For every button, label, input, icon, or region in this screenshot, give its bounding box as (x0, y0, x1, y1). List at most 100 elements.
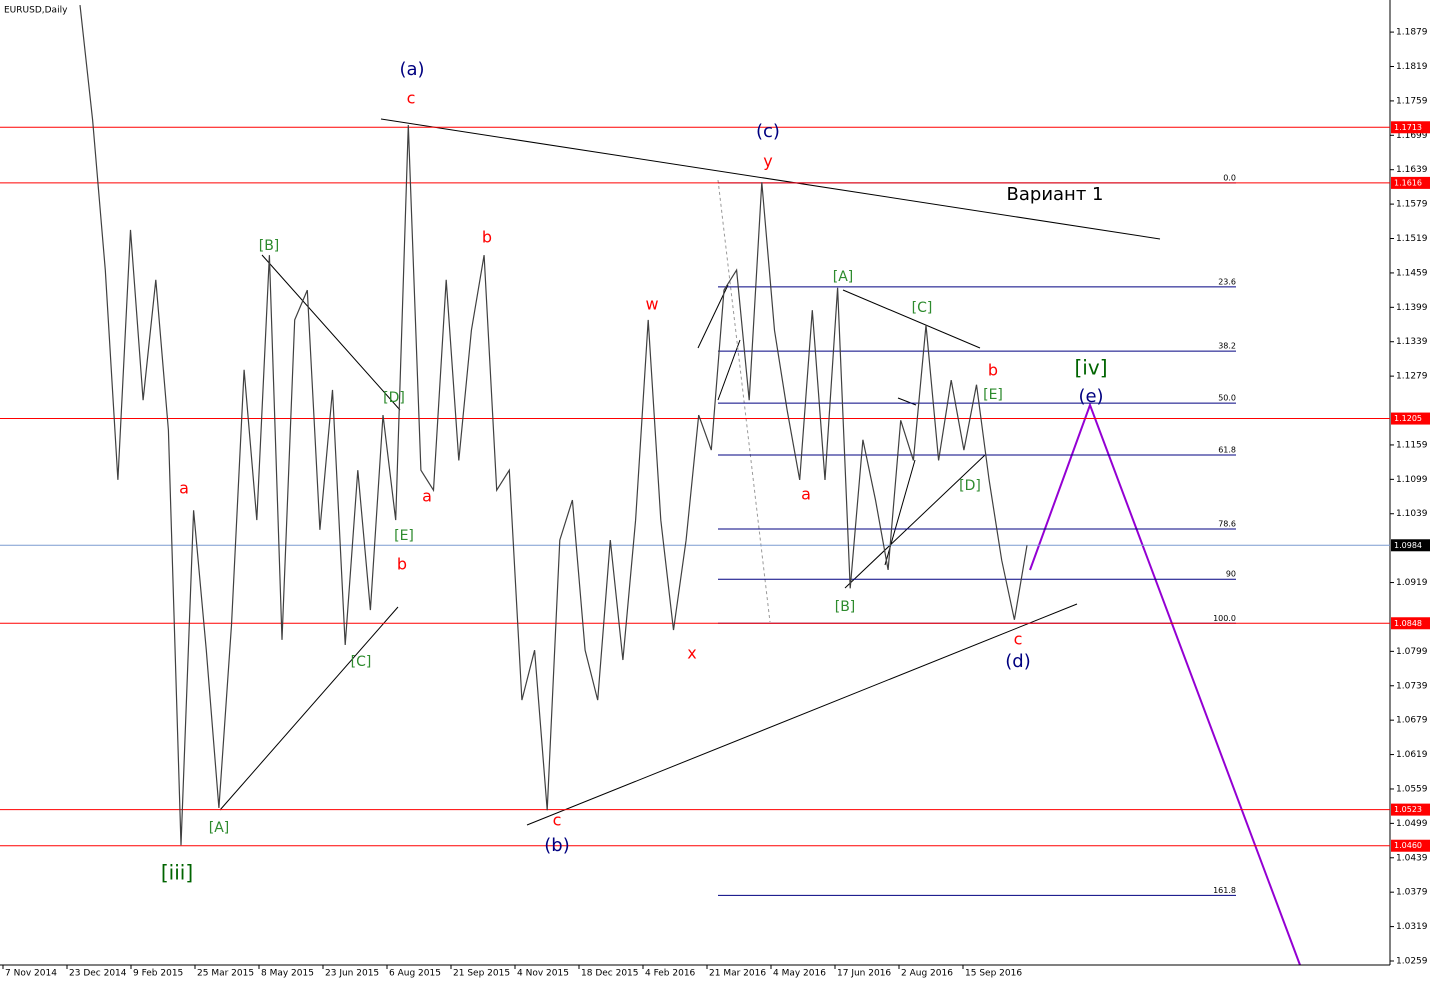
y-tick-label: 1.0379 (1396, 888, 1428, 898)
x-tick-label: 7 Nov 2014 (5, 969, 57, 979)
wave-label: [C] (351, 654, 372, 670)
trend-line (526, 603, 1078, 826)
x-tick-label: 4 Feb 2016 (645, 969, 696, 979)
trend-line (897, 397, 917, 406)
y-tick-label: 1.1759 (1396, 96, 1428, 106)
level-box (1391, 121, 1430, 134)
level-label: 1.0848 (1394, 619, 1422, 628)
wave-label: [A] (833, 269, 854, 285)
x-tick-label: 2 Aug 2016 (901, 969, 953, 979)
y-tick-label: 1.0259 (1396, 956, 1428, 966)
wave-label: a (422, 487, 432, 506)
wave-label: (d) (1005, 651, 1030, 672)
y-tick-label: 1.0619 (1396, 750, 1428, 760)
level-box (1391, 803, 1430, 816)
y-tick-label: 1.1519 (1396, 234, 1428, 244)
wave-label: (b) (544, 835, 569, 856)
x-tick-label: 15 Sep 2016 (965, 969, 1022, 979)
x-tick-label: 4 May 2016 (773, 969, 826, 979)
wave-label: c (407, 89, 416, 108)
y-tick-label: 1.0679 (1396, 716, 1428, 726)
y-tick-label: 1.0799 (1396, 647, 1428, 657)
wave-label: [iii] (161, 861, 193, 885)
wave-label: [E] (394, 528, 414, 544)
y-tick-label: 1.0559 (1396, 784, 1428, 794)
fib-base (717, 179, 771, 623)
y-tick-label: 1.1279 (1396, 372, 1428, 382)
fib-label: 38.2 (1218, 342, 1236, 351)
wave-label: Вариант 1 (1007, 184, 1104, 205)
trend-line (380, 118, 1161, 240)
wave-label: [B] (835, 599, 856, 615)
x-tick-label: 18 Dec 2015 (581, 969, 639, 979)
y-tick-label: 1.1579 (1396, 200, 1428, 210)
wave-label: [D] (383, 390, 405, 406)
wave-label: [A] (209, 820, 230, 836)
wave-label: (a) (399, 59, 424, 80)
y-tick-label: 1.1819 (1396, 62, 1428, 72)
wave-label: [C] (912, 300, 933, 316)
y-tick-label: 1.1879 (1396, 28, 1428, 38)
trend-line (717, 339, 741, 401)
x-tick-label: 9 Feb 2015 (133, 969, 183, 979)
wave-label: a (179, 479, 189, 498)
trend-line (844, 454, 986, 589)
y-tick-label: 1.1459 (1396, 268, 1428, 278)
x-tick-label: 8 May 2015 (261, 969, 314, 979)
wave-label: [iv] (1075, 356, 1108, 380)
wave-label: b (988, 361, 998, 380)
y-tick-label: 1.1339 (1396, 337, 1428, 347)
level-label: 1.1713 (1394, 123, 1422, 132)
wave-label: b (482, 228, 492, 247)
wave-label: (c) (756, 121, 780, 142)
x-tick-label: 6 Aug 2015 (389, 969, 441, 979)
current-price-box (1391, 539, 1430, 552)
x-tick-label: 17 Jun 2016 (837, 969, 891, 979)
trend-line (219, 606, 399, 811)
trend-line (842, 289, 981, 349)
y-tick-label: 1.1039 (1396, 509, 1428, 519)
y-tick-label: 1.1099 (1396, 475, 1428, 485)
level-box (1391, 617, 1430, 630)
wave-label: a (801, 485, 811, 504)
level-box (1391, 176, 1430, 189)
trend-line (261, 254, 401, 411)
chart-title: EURUSD,Daily (4, 6, 68, 16)
x-tick-label: 25 Mar 2015 (197, 969, 254, 979)
level-box (1391, 839, 1430, 852)
wave-label: b (397, 555, 407, 574)
fib-label: 61.8 (1218, 446, 1236, 455)
x-tick-label: 21 Mar 2016 (709, 969, 766, 979)
wave-label: c (553, 811, 562, 830)
y-tick-label: 1.1159 (1396, 440, 1428, 450)
wave-label: y (763, 152, 772, 171)
fib-label: 100.0 (1213, 614, 1236, 623)
y-tick-label: 1.1399 (1396, 303, 1428, 313)
fib-label: 78.6 (1218, 520, 1236, 529)
y-tick-label: 1.0439 (1396, 853, 1428, 863)
fib-label: 161.8 (1213, 886, 1236, 895)
level-label: 1.0523 (1394, 805, 1422, 814)
fib-label: 90 (1226, 570, 1236, 579)
fib-label: 23.6 (1218, 277, 1236, 286)
y-tick-label: 1.0499 (1396, 819, 1428, 829)
level-label: 1.1205 (1394, 414, 1422, 423)
fib-label: 0.0 (1223, 173, 1236, 182)
wave-label: [E] (983, 387, 1003, 403)
price-line (79, 5, 1028, 846)
x-tick-label: 23 Jun 2015 (325, 969, 379, 979)
level-label: 1.1616 (1394, 178, 1422, 187)
fib-label: 50.0 (1218, 394, 1236, 403)
wave-label: w (645, 295, 658, 314)
x-tick-label: 21 Sep 2015 (453, 969, 510, 979)
drawings (219, 118, 1301, 966)
forecast-path (1029, 402, 1301, 966)
x-tick-label: 4 Nov 2015 (517, 969, 569, 979)
y-tick-label: 1.0739 (1396, 681, 1428, 691)
wave-label: [B] (259, 238, 280, 254)
wave-label: x (687, 644, 696, 663)
y-tick-label: 1.1639 (1396, 165, 1428, 175)
y-tick-label: 1.0319 (1396, 922, 1428, 932)
